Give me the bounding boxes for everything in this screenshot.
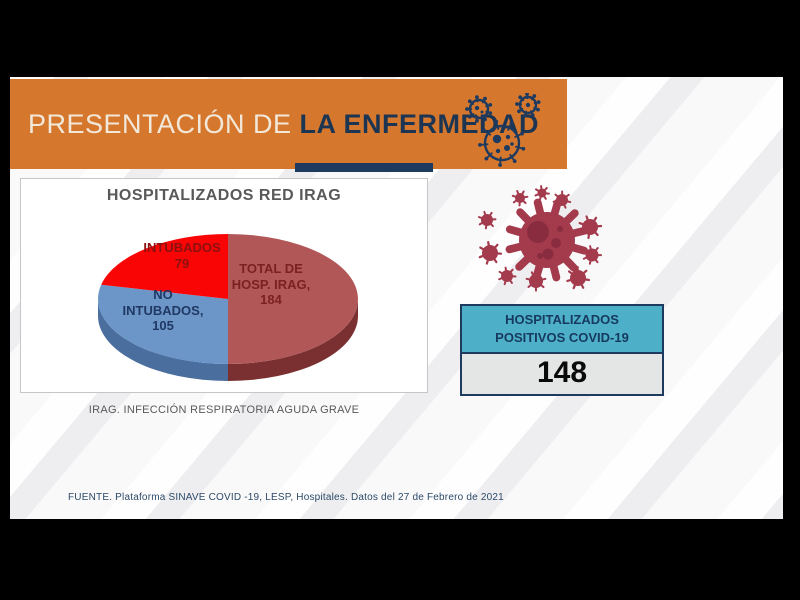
pie-slice-wall-no-intubados [98, 299, 228, 381]
kpi-value: 148 [462, 354, 662, 395]
kpi-header: HOSPITALIZADOS POSITIVOS COVID-19 [462, 306, 662, 355]
virus-particle [511, 190, 529, 207]
virus-outline [465, 95, 493, 123]
virus-outline [515, 93, 541, 118]
virus-particle [505, 198, 589, 282]
virus-particle [566, 265, 590, 290]
virus-cluster-icon [465, 93, 541, 167]
kpi-label-line2: POSITIVOS COVID-19 [495, 329, 629, 345]
virus-particle [478, 210, 497, 230]
pie-label-total-de-hosp-irag: TOTAL DE HOSP. IRAG, 184 [231, 261, 311, 308]
pie-slice-no-intubados [97, 284, 228, 364]
virus-outline [478, 119, 526, 167]
virus-particle [534, 185, 550, 201]
pie-slice-total-de-hosp-irag [228, 234, 358, 364]
page-title-regular: PRESENTACIÓN DE [28, 108, 300, 139]
virus-particle [478, 240, 503, 265]
page-title: PRESENTACIÓN DE LA ENFERMEDAD [10, 109, 539, 140]
pie-label-intubados: INTUBADOS 79 [143, 240, 221, 271]
virus-icon [478, 185, 603, 292]
chart-card: HOSPITALIZADOS RED IRAG TOTAL DE HOSP. I… [20, 178, 428, 393]
pie-slice-wall-total-de-hosp-irag [228, 299, 358, 381]
virus-particle [498, 266, 517, 286]
footer-source: FUENTE. Plataforma SINAVE COVID -19, LES… [68, 492, 504, 503]
pie-chart-svg [97, 234, 358, 381]
kpi-label-line1: HOSPITALIZADOS [505, 312, 619, 327]
presentation-slide: PRESENTACIÓN DE LA ENFERMEDAD HOSPITALIZ… [10, 77, 783, 519]
pie-slice-intubados [101, 234, 228, 299]
kpi-card: HOSPITALIZADOS POSITIVOS COVID-19 148 [460, 304, 664, 397]
chart-caption: IRAG. INFECCIÓN RESPIRATORIA AGUDA GRAVE [88, 404, 360, 416]
accent-bar [295, 163, 433, 172]
page-title-bold: LA ENFERMEDAD [299, 108, 540, 139]
header-banner: PRESENTACIÓN DE LA ENFERMEDAD [10, 79, 567, 169]
pie-label-no-intubados: NO INTUBADOS, 105 [122, 287, 204, 334]
chart-title: HOSPITALIZADOS RED IRAG [106, 187, 342, 204]
